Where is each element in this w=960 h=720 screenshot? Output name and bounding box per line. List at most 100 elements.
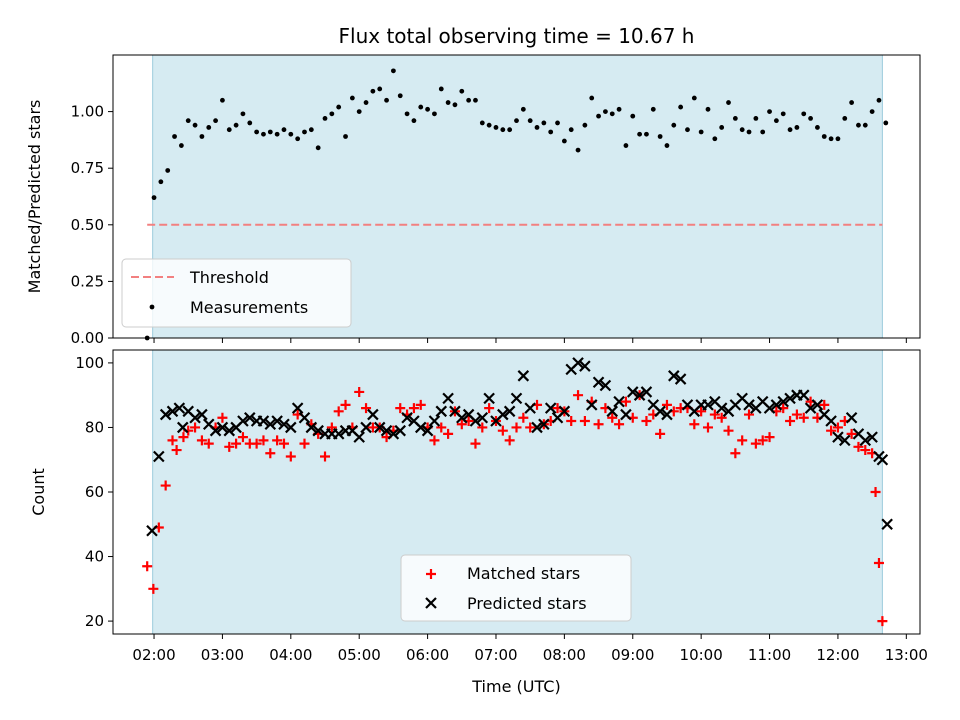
matched-star-point [716, 412, 727, 423]
measurement-point [589, 95, 595, 101]
measurement-point [329, 111, 335, 117]
matched-star-point [579, 416, 590, 426]
matched-star-point [661, 399, 672, 410]
predicted-star-point [866, 431, 878, 443]
predicted-star-point [503, 405, 516, 418]
matched-star-point [237, 432, 248, 443]
matched-star-point [160, 480, 171, 491]
measurement-point [657, 134, 663, 139]
y-tick-label-bottom: 80 [85, 418, 104, 436]
measurement-point [445, 100, 451, 105]
y-tick-label-top: 1.00 [71, 103, 104, 121]
measurement-point [473, 97, 478, 103]
x-tick-label: 03:00 [201, 646, 244, 664]
predicted-star-point [620, 408, 632, 421]
predicted-star-point [626, 386, 639, 398]
measurement-point [261, 131, 266, 137]
predicted-star-point [380, 424, 393, 437]
matched-star-point [573, 390, 584, 401]
matched-star-point [846, 428, 857, 439]
predicted-star-point [743, 399, 755, 411]
predicted-star-point [244, 411, 256, 424]
matched-star-point [593, 419, 604, 430]
predicted-star-point [702, 399, 714, 411]
matched-star-point [785, 416, 796, 426]
predicted-star-point [784, 392, 796, 405]
measurement-point [274, 131, 280, 137]
matched-star-point [641, 416, 652, 426]
measurement-point [343, 134, 348, 139]
measurement-point [199, 134, 205, 139]
measurement-point [411, 118, 417, 124]
matched-star-point [702, 422, 713, 433]
measurement-point [623, 143, 629, 148]
measurement-point [698, 129, 704, 135]
predicted-star-point [599, 379, 612, 392]
measurement-point [240, 111, 246, 117]
matched-star-point [860, 445, 871, 456]
measurement-point [315, 145, 321, 151]
y-axis-label-bottom: Count [29, 468, 48, 516]
measurement-point [828, 136, 834, 142]
matched-star-point [696, 406, 707, 417]
predicted-star-point [216, 421, 229, 434]
y-tick-label-bottom: 60 [85, 483, 104, 501]
matched-star-point [436, 422, 447, 433]
measurement-point [582, 122, 588, 128]
matched-star-point [415, 399, 426, 410]
measurement-point [739, 127, 745, 133]
predicted-star-point [428, 415, 441, 427]
measurement-point [206, 125, 212, 130]
measurement-point [192, 122, 198, 128]
measurement-point [685, 127, 690, 133]
legend-measurement-swatch [149, 304, 155, 310]
measurement-point [514, 118, 519, 124]
measurement-point [630, 113, 636, 119]
measurement-point [726, 100, 731, 105]
measurement-point [418, 104, 424, 110]
measurement-point [541, 120, 547, 126]
predicted-star-point [715, 402, 728, 414]
y-tick-label-top: 0.75 [71, 159, 104, 177]
predicted-star-point [640, 386, 653, 398]
predicted-star-point [456, 411, 468, 424]
predicted-star-point [538, 418, 550, 431]
x-tick-label: 11:00 [748, 646, 791, 664]
predicted-star-point [811, 399, 824, 411]
predicted-star-point [558, 405, 571, 418]
measurement-point [370, 88, 376, 94]
matched-star-point [361, 403, 372, 414]
measurement-point [226, 127, 232, 133]
measurement-point [500, 127, 506, 133]
measurement-point [801, 111, 807, 117]
measurement-point [302, 129, 307, 135]
measurement-point [616, 106, 622, 112]
top-panel: 0.00 0.25 0.50 0.75 1.00 Matched/Predicted st… [25, 54, 921, 347]
measurement-point [705, 106, 711, 112]
measurement-point [390, 68, 396, 74]
x-axis-label: Time (UTC) [471, 677, 560, 696]
measurement-point [719, 125, 725, 130]
matched-star-point [484, 403, 495, 414]
matched-star-point [470, 438, 481, 449]
predicted-star-point [469, 415, 482, 427]
predicted-star-point [264, 418, 277, 431]
matched-star-point [265, 448, 276, 459]
measurement-point [151, 195, 157, 201]
matched-star-point [504, 435, 515, 446]
measurement-point [254, 129, 260, 135]
measurement-point [172, 134, 177, 139]
measurement-point [165, 168, 171, 173]
x-tick-label: 02:00 [132, 646, 175, 664]
measurement-point [363, 100, 369, 105]
predicted-star-point [196, 408, 208, 421]
measurement-point [384, 97, 389, 103]
matched-star-point [798, 412, 809, 423]
matched-star-point [285, 451, 296, 462]
measurement-point [678, 104, 684, 110]
y-tick-label-top: 0.00 [71, 329, 104, 347]
predicted-star-point [223, 424, 236, 437]
chart-title: Flux total observing time = 10.67 h [339, 24, 695, 48]
measurement-point [575, 147, 581, 153]
